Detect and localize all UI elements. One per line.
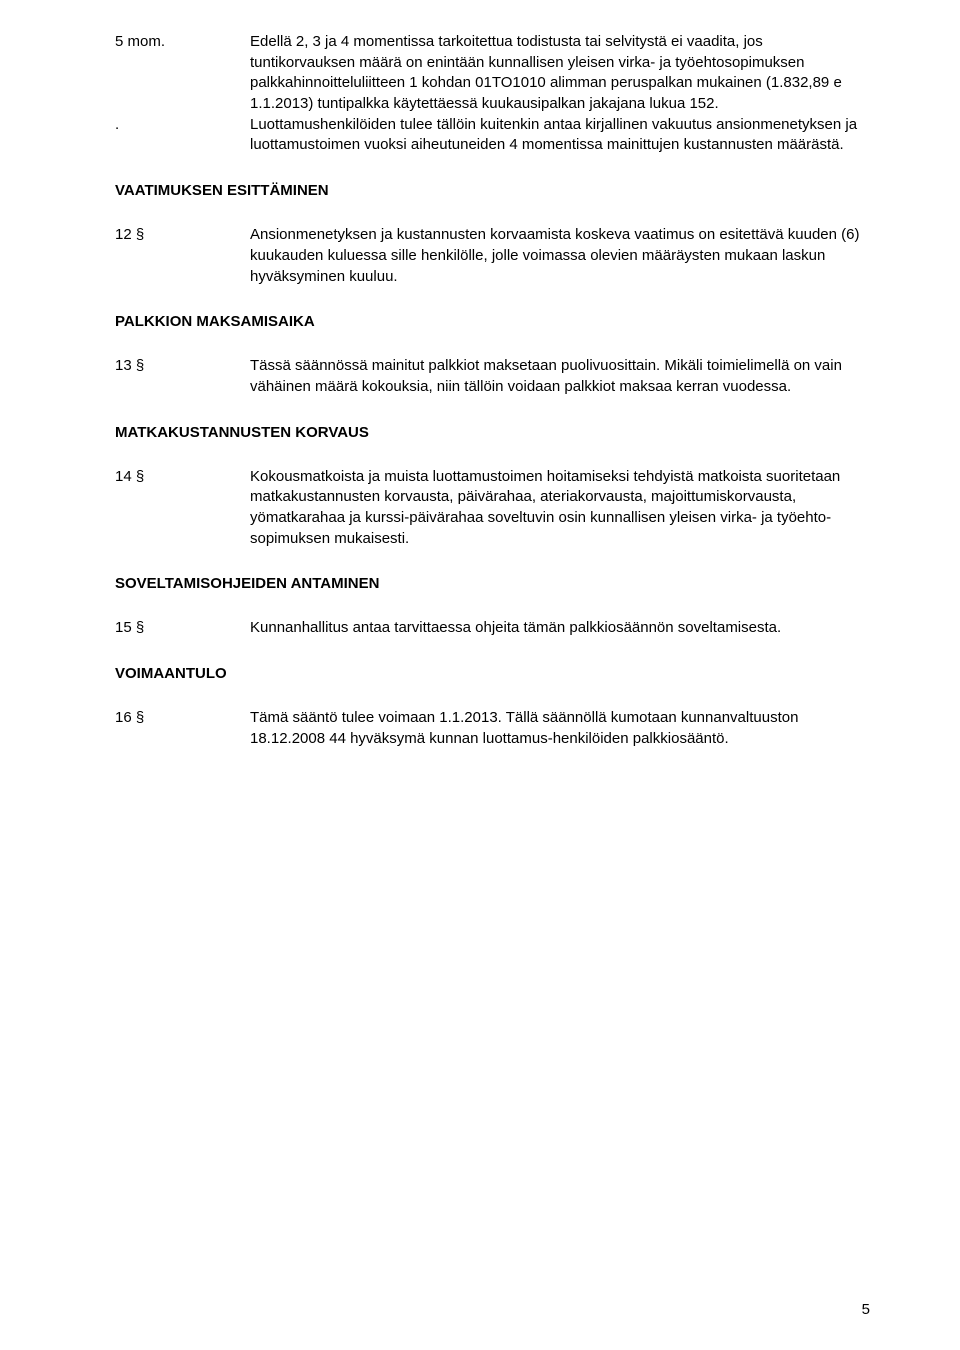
section-5-mom-part1: 5 mom. Edellä 2, 3 ja 4 momentissa tarko… [115, 32, 870, 115]
section-16-label: 16 § [115, 708, 250, 749]
heading-matka: MATKAKUSTANNUSTEN KORVAUS [115, 424, 870, 441]
section-13: 13 § Tässä säännössä mainitut palkkiot m… [115, 356, 870, 397]
section-5-text1: Edellä 2, 3 ja 4 momentissa tarkoitettua… [250, 32, 870, 115]
section-16-text: Tämä sääntö tulee voimaan 1.1.2013. Täll… [250, 708, 870, 749]
section-13-label: 13 § [115, 356, 250, 397]
section-15: 15 § Kunnanhallitus antaa tarvittaessa o… [115, 618, 870, 639]
section-15-label: 15 § [115, 618, 250, 639]
heading-soveltamis: SOVELTAMISOHJEIDEN ANTAMINEN [115, 575, 870, 592]
heading-vaatimuksen: VAATIMUKSEN ESITTÄMINEN [115, 182, 870, 199]
section-14: 14 § Kokousmatkoista ja muista luottamus… [115, 467, 870, 550]
section-5-period: . [115, 115, 250, 156]
heading-palkkion: PALKKION MAKSAMISAIKA [115, 313, 870, 330]
section-13-text: Tässä säännössä mainitut palkkiot makset… [250, 356, 870, 397]
section-5-label: 5 mom. [115, 32, 250, 115]
section-12: 12 § Ansionmenetyksen ja kustannusten ko… [115, 225, 870, 287]
section-15-text: Kunnanhallitus antaa tarvittaessa ohjeit… [250, 618, 870, 639]
section-14-text: Kokousmatkoista ja muista luottamustoime… [250, 467, 870, 550]
section-12-text: Ansionmenetyksen ja kustannusten korvaam… [250, 225, 870, 287]
section-12-label: 12 § [115, 225, 250, 287]
section-14-label: 14 § [115, 467, 250, 550]
section-5-mom-part2: . Luottamushenkilöiden tulee tällöin kui… [115, 115, 870, 156]
section-16: 16 § Tämä sääntö tulee voimaan 1.1.2013.… [115, 708, 870, 749]
heading-voimaantulo: VOIMAANTULO [115, 665, 870, 682]
page-number: 5 [862, 1301, 870, 1318]
section-5-text2: Luottamushenkilöiden tulee tällöin kuite… [250, 115, 870, 156]
